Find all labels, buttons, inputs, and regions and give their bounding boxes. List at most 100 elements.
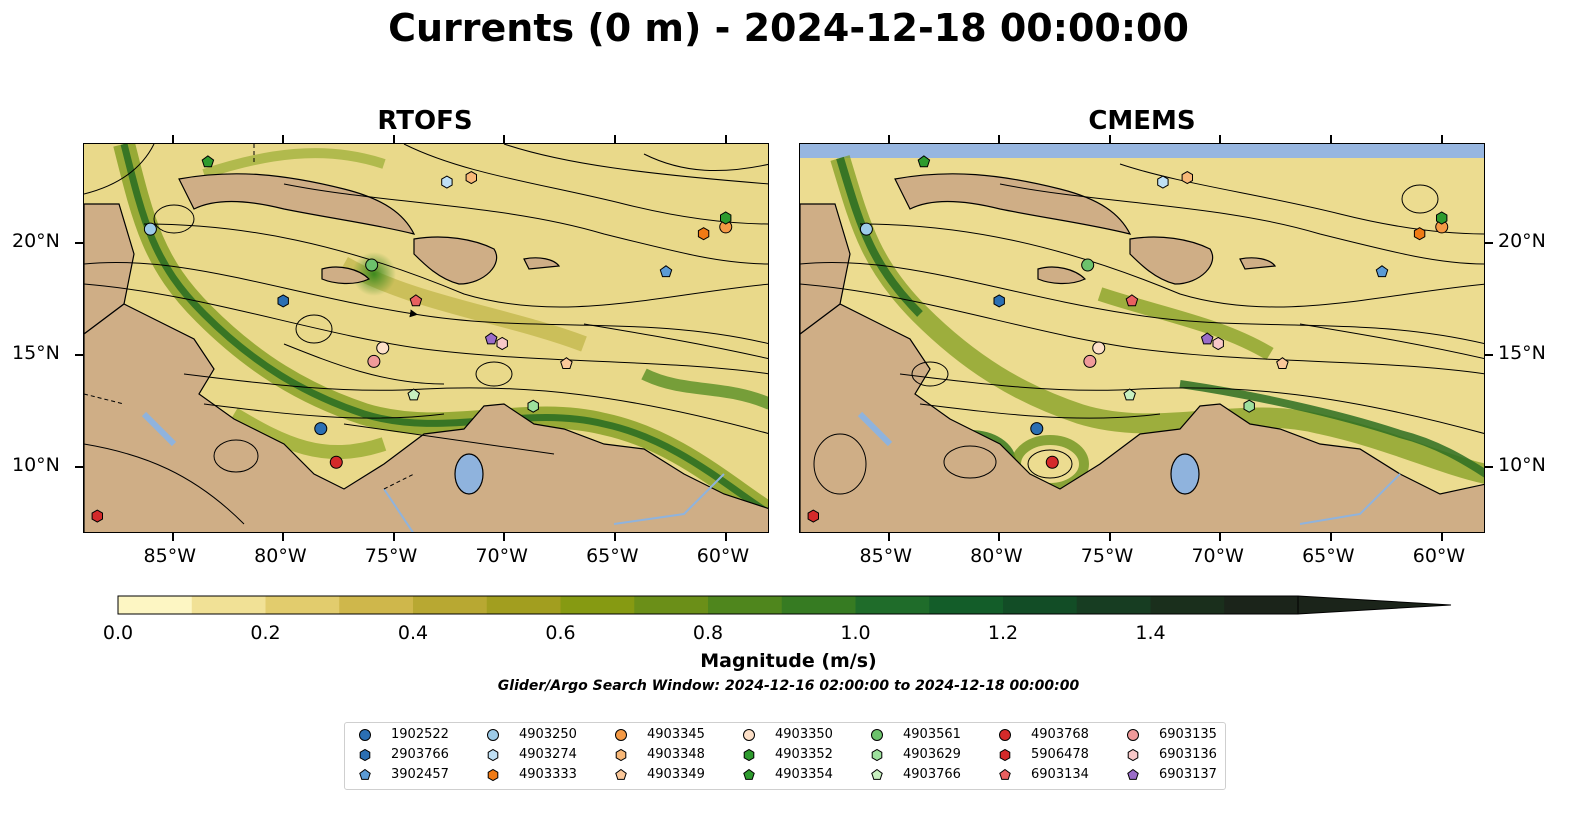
float-marker-5906478[interactable] — [91, 509, 103, 523]
float-marker-2903766[interactable] — [277, 294, 289, 308]
colorbar-cell — [118, 596, 193, 614]
float-marker-4903349[interactable] — [560, 357, 573, 369]
float-marker-5906478[interactable] — [807, 509, 819, 523]
colorbar-cell — [708, 596, 783, 614]
float-marker-6903135[interactable] — [1083, 354, 1097, 368]
lat-tick-label: 10°N — [12, 453, 60, 476]
lon-tick-label: 80°W — [254, 545, 307, 567]
legend-marker-icon — [615, 729, 627, 741]
legend-marker-icon — [999, 748, 1011, 762]
float-markers-cmems — [807, 155, 1449, 523]
float-marker-4903768[interactable] — [329, 455, 343, 469]
lat-tick-mark — [75, 241, 83, 244]
lon-tick-mark — [724, 533, 727, 541]
lat-tick-mark — [75, 465, 83, 468]
float-marker-1902522[interactable] — [314, 422, 328, 436]
float-marker-4903561[interactable] — [1081, 258, 1095, 272]
lon-tick-mark — [392, 135, 395, 143]
legend-label: 4903274 — [519, 747, 577, 762]
lat-tick-mark — [75, 353, 83, 356]
legend-label: 6903136 — [1159, 747, 1217, 762]
float-marker-4903274[interactable] — [441, 175, 453, 189]
float-marker-4903766[interactable] — [1123, 388, 1136, 401]
lon-tick-mark — [998, 533, 1001, 541]
lon-tick-mark — [171, 135, 174, 143]
lon-tick-mark — [171, 533, 174, 541]
float-marker-6903136[interactable] — [1212, 336, 1224, 351]
lon-tick-mark — [887, 533, 890, 541]
float-marker-4903250[interactable] — [859, 222, 873, 236]
float-marker-4903333[interactable] — [1413, 227, 1426, 241]
float-marker-4903274[interactable] — [1157, 175, 1169, 189]
legend-label: 1902522 — [391, 727, 449, 742]
lon-tick-label: 65°W — [1302, 545, 1355, 567]
colorbar-cell — [265, 596, 340, 614]
float-marker-4903766[interactable] — [407, 388, 420, 401]
lon-tick-label: 80°W — [970, 545, 1023, 567]
float-marker-4903333[interactable] — [697, 227, 710, 241]
lat-tick-mark — [1485, 241, 1493, 244]
map-cmems[interactable] — [799, 143, 1485, 533]
lon-tick-mark — [887, 135, 890, 143]
float-marker-4903348[interactable] — [465, 171, 477, 185]
colorbar-tick-label: 0.8 — [692, 622, 724, 644]
float-marker-4903629[interactable] — [1243, 399, 1255, 413]
float-marker-4903349[interactable] — [1276, 357, 1289, 369]
float-marker-4903354[interactable] — [917, 155, 931, 168]
float-marker-6903137[interactable] — [484, 332, 498, 345]
lon-tick-mark — [503, 135, 506, 143]
float-marker-2903766[interactable] — [993, 294, 1005, 308]
lon-tick-mark — [1330, 135, 1333, 143]
float-marker-4903352[interactable] — [720, 211, 732, 225]
float-marker-4903250[interactable] — [143, 222, 157, 236]
float-marker-6903134[interactable] — [1125, 294, 1139, 307]
float-marker-3902457[interactable] — [1375, 265, 1389, 278]
lon-tick-label: 85°W — [143, 545, 196, 567]
float-marker-4903352[interactable] — [1436, 211, 1448, 225]
legend-marker-icon — [871, 768, 883, 780]
float-marker-4903768[interactable] — [1045, 455, 1059, 469]
legend-marker-icon — [1127, 729, 1139, 741]
float-legend: 1902522 2903766 3902457 4903250 4903274 49033… — [344, 722, 1226, 790]
float-marker-6903134[interactable] — [409, 294, 423, 307]
lon-tick-label: 75°W — [364, 545, 418, 567]
legend-marker-icon — [999, 729, 1011, 741]
float-marker-4903350[interactable] — [1092, 341, 1106, 355]
float-marker-6903136[interactable] — [496, 336, 508, 351]
legend-label: 2903766 — [391, 747, 449, 762]
float-marker-1902522[interactable] — [1030, 422, 1044, 436]
colorbar-label: Magnitude (m/s) — [700, 650, 877, 672]
legend-label: 4903333 — [519, 767, 577, 782]
colorbar-cell — [929, 596, 1004, 614]
float-marker-4903561[interactable] — [365, 258, 379, 272]
colorbar-tick-label: 0.0 — [102, 622, 134, 644]
float-marker-3902457[interactable] — [659, 265, 673, 278]
legend-label: 4903352 — [775, 747, 833, 762]
search-window-text: Glider/Argo Search Window: 2024-12-16 02… — [497, 678, 1080, 694]
float-marker-4903350[interactable] — [376, 341, 390, 355]
legend-marker-icon — [743, 748, 755, 762]
lon-tick-label: 70°W — [475, 545, 528, 567]
float-marker-4903348[interactable] — [1181, 171, 1193, 185]
colorbar-tick-label: 1.0 — [840, 622, 871, 644]
lon-tick-mark — [1440, 135, 1443, 143]
lon-tick-mark — [1440, 533, 1443, 541]
float-marker-6903135[interactable] — [367, 354, 381, 368]
colorbar-cell — [486, 596, 561, 614]
float-marker-6903137[interactable] — [1200, 332, 1214, 345]
colorbar-cell — [634, 596, 709, 614]
colorbar — [117, 595, 1452, 615]
float-marker-4903629[interactable] — [527, 399, 539, 413]
legend-marker-icon — [615, 748, 627, 762]
lon-tick-mark — [614, 135, 617, 143]
lon-tick-label: 60°W — [1412, 545, 1466, 567]
map-rtofs[interactable] — [83, 143, 769, 533]
legend-marker-icon — [359, 729, 371, 741]
lon-tick-label: 65°W — [586, 545, 639, 567]
colorbar-cell — [339, 596, 414, 614]
legend-marker-icon — [871, 729, 883, 741]
panel-title-rtofs: RTOFS — [377, 106, 473, 136]
colorbar-cell — [855, 596, 930, 614]
float-marker-4903354[interactable] — [201, 155, 215, 168]
lat-tick-label: 15°N — [1498, 341, 1546, 364]
